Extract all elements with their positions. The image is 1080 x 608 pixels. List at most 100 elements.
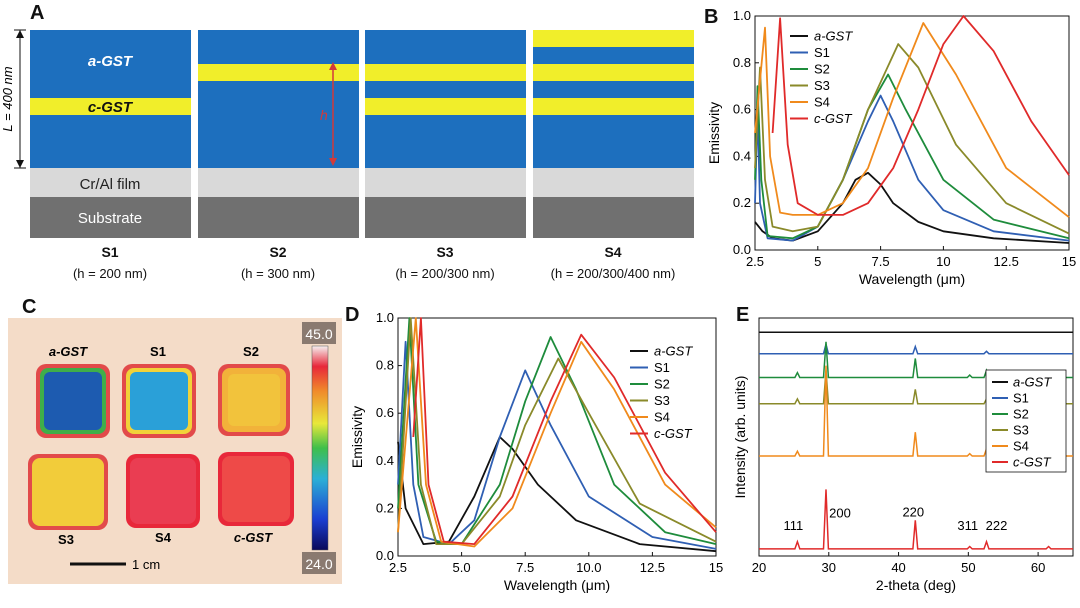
- series-line-S3: [754, 43, 1070, 235]
- peak-label-220: 220: [902, 504, 924, 519]
- x-tick-label: 2.5: [389, 560, 407, 575]
- chart-d: 2.5 5.0 7.5 10.0 12.5 15 0.0 0.2 0.4 0.6 0.8 1.0 Wav…: [349, 310, 723, 593]
- panel-label-b: B: [704, 6, 719, 28]
- panel-label-d: D: [345, 304, 360, 326]
- thermal-label-a-gst: a-GST: [49, 344, 88, 359]
- y-tick-label: 0.4: [733, 148, 751, 163]
- y-axis-label: Emissivity: [349, 406, 365, 468]
- x-axis-label: 2-theta (deg): [876, 577, 956, 593]
- y-tick-label: 0.4: [376, 453, 394, 468]
- stack-s4: [533, 30, 694, 238]
- x-tick-label: 10.0: [576, 560, 601, 575]
- sample-h-s1: (h = 200 nm): [72, 266, 148, 281]
- x-tick-label: 7.5: [872, 254, 890, 269]
- legend-label: c-GST: [1013, 455, 1052, 470]
- thermal-label-s4: S4: [155, 530, 172, 545]
- stack-s1: a-GST c-GST Cr/Al film Substrate: [30, 30, 191, 238]
- panel-label-c: C: [22, 296, 37, 318]
- thermal-label-s1: S1: [150, 344, 166, 359]
- stack-s3: [365, 30, 526, 238]
- x-tick-label: 12.5: [640, 560, 665, 575]
- legend-label: S3: [814, 78, 830, 93]
- legend-label: S2: [814, 62, 830, 77]
- plot-frame: [397, 317, 717, 557]
- legend-label: S2: [1013, 407, 1029, 422]
- x-tick-label: 12.5: [994, 254, 1019, 269]
- y-tick-label: 1.0: [376, 310, 394, 325]
- y-tick-label: 0.8: [376, 358, 394, 373]
- y-tick-label: 1.0: [733, 8, 751, 23]
- y-tick-label: 0.2: [733, 195, 751, 210]
- series-line-a-GST: [754, 171, 1070, 244]
- legend-label: S4: [654, 410, 670, 425]
- series-line-S2: [397, 317, 717, 545]
- chart-b: 2.5 5 7.5 10 12.5 15 0.0 0.2 0.4 0.6 0.8 1.0 Wavelen…: [706, 8, 1076, 287]
- peak-label-311: 311: [957, 518, 978, 533]
- legend-label: S1: [814, 45, 830, 60]
- legend-label: a-GST: [654, 344, 693, 359]
- panel-a-diagram: L = 400 nm a-GST c-GST Cr/Al film Substr…: [0, 29, 694, 238]
- thermal-label-c-gst: c-GST: [234, 530, 273, 545]
- x-tick-label: 7.5: [516, 560, 534, 575]
- x-tick-label: 15: [1062, 254, 1076, 269]
- xrd-pattern-c-GST: [759, 489, 1073, 550]
- plot-frame: [758, 317, 1074, 557]
- y-tick-label: 0.0: [733, 242, 751, 257]
- y-axis-label: Emissivity: [706, 102, 722, 164]
- peak-label-222: 222: [986, 518, 1008, 533]
- sample-name-s1: S1: [101, 244, 119, 260]
- series-line-c-GST: [412, 317, 717, 545]
- colorbar-max: 45.0: [305, 326, 332, 342]
- x-tick-label: 15: [709, 560, 723, 575]
- panel-label-a: A: [30, 2, 45, 24]
- peak-label-200: 200: [829, 505, 851, 520]
- chart-e: 20 30 40 50 60 2-theta (deg) Intensity (arb. u…: [732, 317, 1074, 593]
- panel-label-e: E: [736, 304, 750, 326]
- sample-h-s3: (h = 200/300 nm): [395, 266, 495, 281]
- thermal-image: 45.0 24.0 a-GST S1 S2 S3 S4 c-GST 1 cm: [8, 318, 342, 584]
- legend-label: S3: [654, 393, 670, 408]
- y-tick-label: 0.6: [376, 405, 394, 420]
- thickness-label: L = 400 nm: [0, 66, 15, 131]
- legend-label: S1: [1013, 391, 1029, 406]
- legend-label: S4: [1013, 439, 1029, 454]
- sample-h-s4: (h = 200/300/400 nm): [550, 266, 676, 281]
- substrate-label: Substrate: [78, 210, 142, 227]
- x-tick-label: 10: [936, 254, 950, 269]
- series-line-S1: [754, 94, 1070, 242]
- a-gst-label: a-GST: [88, 53, 134, 70]
- colorbar-min: 24.0: [305, 556, 332, 572]
- series-line-S2: [754, 73, 1070, 240]
- xrd-pattern-S2: [759, 341, 1073, 379]
- y-tick-label: 0.0: [376, 548, 394, 563]
- xrd-pattern-S1: [759, 344, 1073, 355]
- legend-label: a-GST: [814, 29, 853, 44]
- x-tick-label: 60: [1031, 560, 1045, 575]
- film-label: Cr/Al film: [80, 176, 141, 193]
- x-tick-label: 40: [891, 560, 905, 575]
- sample-name-s4: S4: [604, 244, 622, 260]
- sample-h-s2: (h = 300 nm): [240, 266, 316, 281]
- legend-label: c-GST: [654, 426, 693, 441]
- thermal-label-s3: S3: [58, 532, 74, 547]
- x-tick-label: 50: [961, 560, 975, 575]
- y-tick-label: 0.8: [733, 55, 751, 70]
- series-line-c-GST: [771, 15, 1070, 216]
- h-label: h: [320, 107, 328, 123]
- legend-box: [985, 369, 1067, 473]
- series-line-S1: [397, 340, 717, 550]
- y-tick-label: 0.2: [376, 500, 394, 515]
- peak-label-111: 111: [783, 518, 803, 533]
- legend-label: S3: [1013, 423, 1029, 438]
- legend-label: S2: [654, 377, 670, 392]
- series-line-S3: [397, 317, 717, 545]
- series-line-a-GST: [397, 436, 717, 553]
- legend-label: S1: [654, 360, 670, 375]
- x-axis-label: Wavelength (μm): [859, 271, 965, 287]
- legend-label: S4: [814, 95, 830, 110]
- x-tick-label: 5: [814, 254, 821, 269]
- legend-label: c-GST: [814, 111, 853, 126]
- x-axis-label: Wavelength (μm): [504, 577, 610, 593]
- sample-name-s2: S2: [269, 244, 287, 260]
- x-tick-label: 5.0: [453, 560, 471, 575]
